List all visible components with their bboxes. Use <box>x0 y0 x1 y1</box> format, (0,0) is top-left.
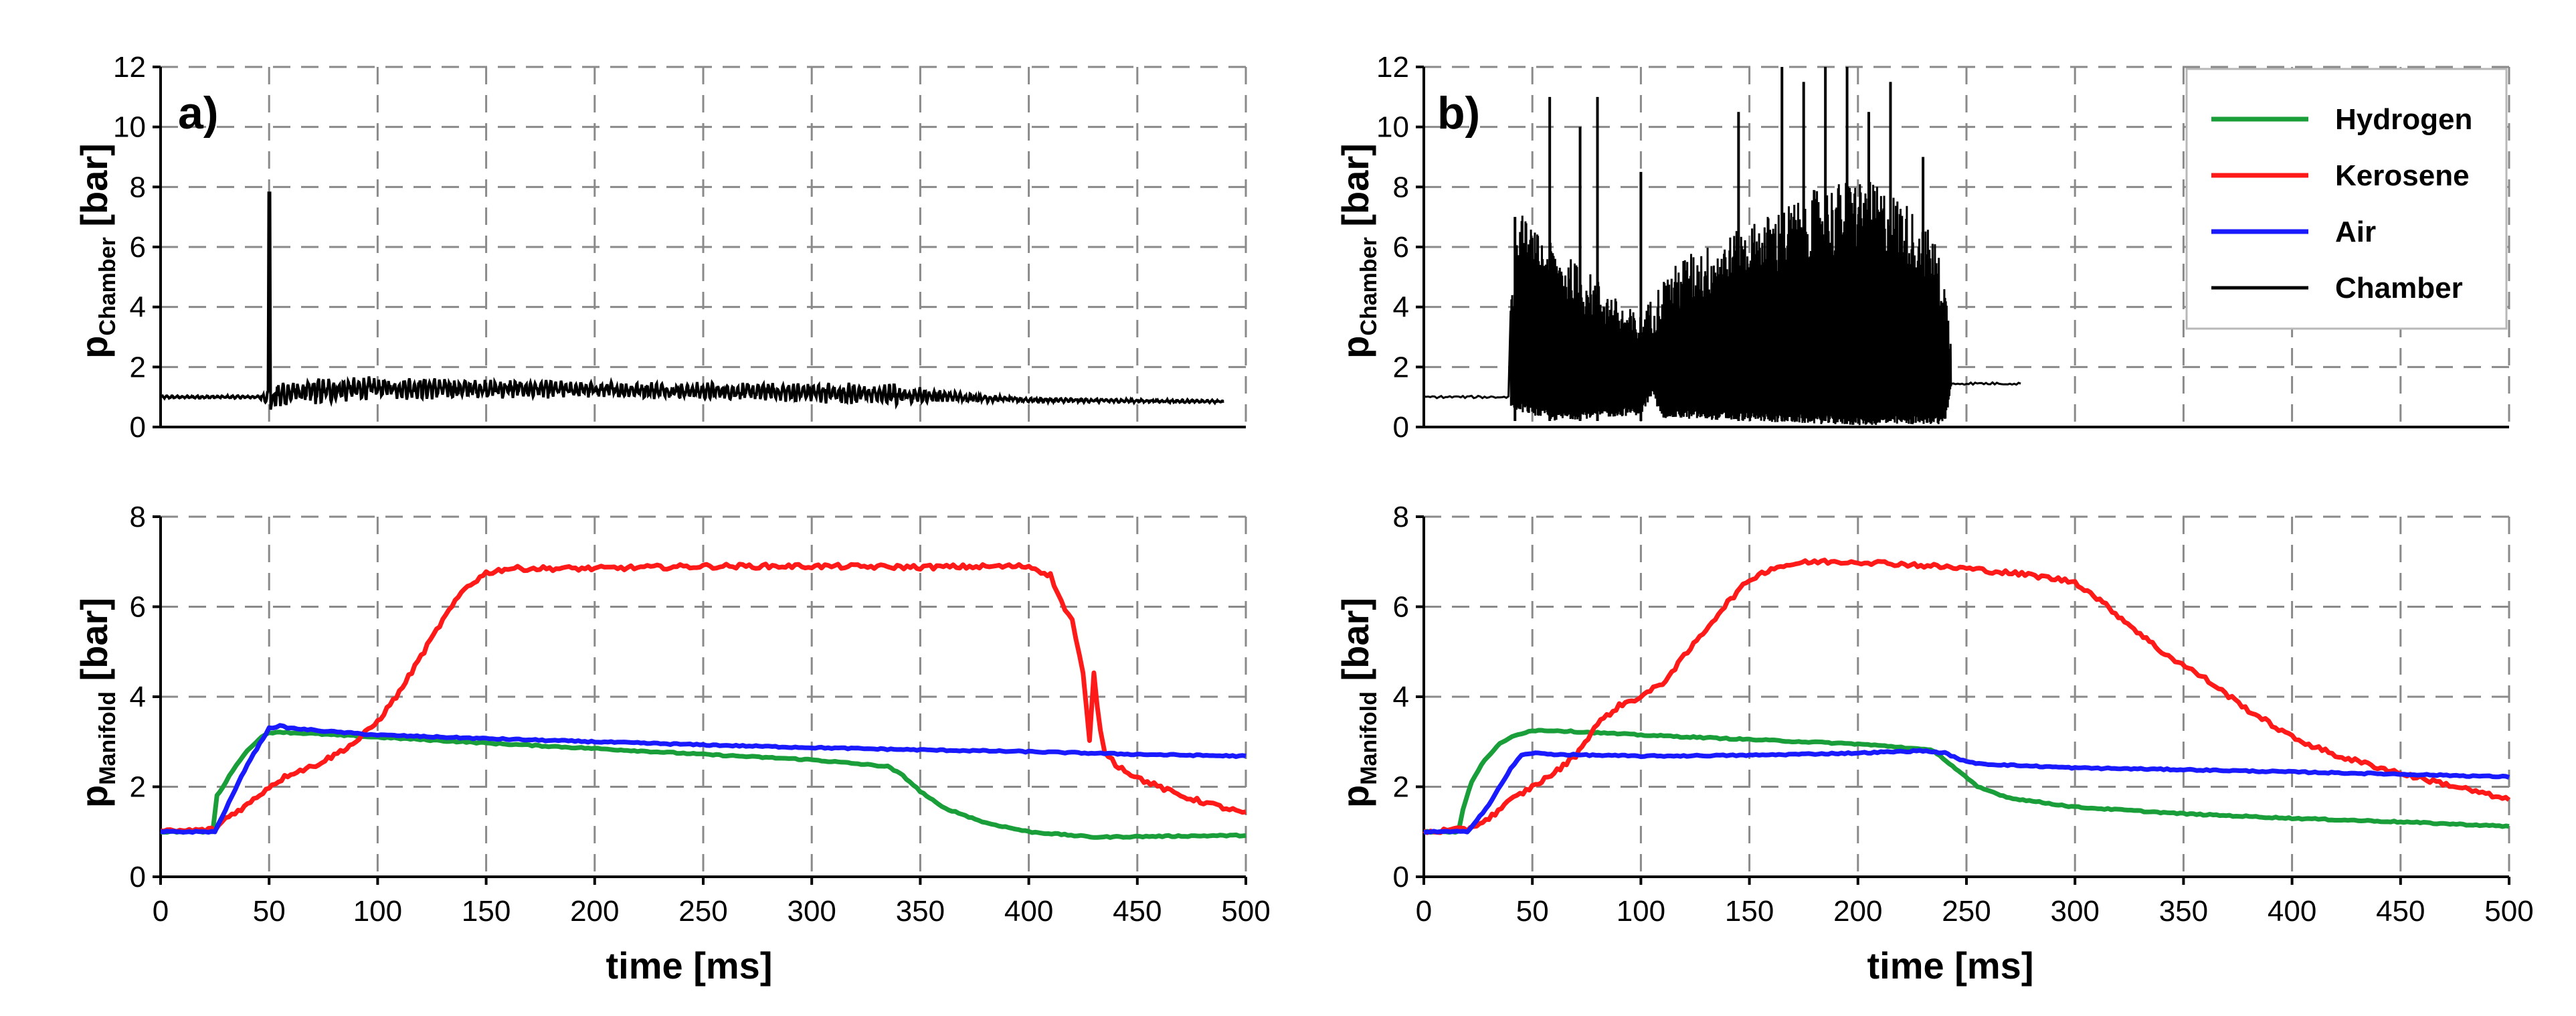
panel-b-manifold-x-tick-label: 350 <box>2159 895 2208 928</box>
panel-b-manifold-y-tick-label: 4 <box>1393 681 1409 713</box>
panel-b-chamber-y-tick-label: 12 <box>1376 51 1409 84</box>
panel-b-x-ticks: 0 50 100 150 200 250 300 350 400 450 500 <box>1416 895 2534 928</box>
panel-b-manifold-x-tick-label: 100 <box>1617 895 1665 928</box>
panel-a-chamber-y-tick-label: 0 <box>130 411 146 444</box>
legend-label-air: Air <box>2335 216 2376 248</box>
panel-a-manifold-x-tick-label: 200 <box>570 895 619 928</box>
panel-a-manifold-traces <box>160 562 1247 840</box>
panel-a-chamber-y-tick-label: 2 <box>130 351 146 384</box>
panel-a-manifold-hydrogen-line <box>160 730 1247 840</box>
panel-a-chamber-grid <box>159 66 1247 428</box>
panel-a-manifold-y-label: pManifold [bar] <box>73 598 120 808</box>
panel-a-manifold-x-tick-label: 150 <box>462 895 511 928</box>
panel-b-manifold-y-ticks: 0 2 4 6 8 <box>1393 501 1409 894</box>
legend-box <box>2185 68 2508 330</box>
panel-b-manifold-y-tick-label: 6 <box>1393 591 1409 624</box>
legend-label-hydrogen: Hydrogen <box>2335 103 2472 136</box>
panel-a-manifold-x-tick-label: 450 <box>1113 895 1162 928</box>
panel-a-manifold-x-tick-label: 0 <box>153 895 169 928</box>
panel-a-manifold-x-tick-label: 500 <box>1221 895 1270 928</box>
panel-b-manifold-x-tick-label: 50 <box>1516 895 1549 928</box>
panel-a-manifold-x-tick-label: 50 <box>253 895 286 928</box>
panel-a-chamber-y-tick-label: 4 <box>130 291 146 324</box>
panel-b-chamber-line <box>1423 181 2021 426</box>
panel-a-label: a) <box>178 88 218 139</box>
panel-b-manifold-plot: 0 2 4 6 8 0 50 100 150 200 250 300 350 400 450 500 pMa… <box>1334 501 2534 987</box>
panel-b-manifold-y-tick-label: 8 <box>1393 501 1409 533</box>
panel-b-manifold-y-tick-label: 2 <box>1393 771 1409 804</box>
panel-a-chamber-y-tick-label: 6 <box>130 231 146 264</box>
panel-b-manifold-kerosene-line <box>1422 558 2511 835</box>
panel-b-manifold-x-tick-label: 150 <box>1725 895 1774 928</box>
panel-b-manifold-y-tick-label: 0 <box>1393 861 1409 894</box>
panel-a-chamber-traces <box>160 191 1224 410</box>
panel-b-manifold-x-tick-label: 450 <box>2376 895 2425 928</box>
panel-b-manifold-x-tick-label: 300 <box>2050 895 2099 928</box>
panel-b-chamber-y-tick-label: 10 <box>1376 111 1409 144</box>
panel-a-manifold-air-line <box>160 723 1247 835</box>
panel-a-manifold-plot: 0 2 4 6 8 0 50 100 150 200 250 300 350 400 450 500 pMa… <box>73 501 1271 987</box>
panel-a-chamber-y-tick-label: 8 <box>130 171 146 203</box>
panel-b-chamber-y-label: pChamber [bar] <box>1334 143 1382 359</box>
panel-b-chamber-y-tick-label: 2 <box>1393 351 1409 384</box>
panel-a-chamber-y-ticks: 0 2 4 6 8 10 12 <box>113 51 146 444</box>
panel-a-manifold-x-tick-label: 300 <box>787 895 836 928</box>
panel-a-manifold-axes <box>153 515 1247 885</box>
legend-label-chamber: Chamber <box>2335 272 2463 305</box>
panel-b-manifold-x-tick-label: 250 <box>1942 895 1991 928</box>
panel-a-x-label: time [ms] <box>606 944 773 987</box>
panel-b-manifold-axes <box>1416 515 2510 885</box>
panel-a-manifold-y-tick-label: 6 <box>130 591 146 624</box>
panel-b-chamber-y-tick-label: 0 <box>1393 411 1409 444</box>
legend-label-kerosene: Kerosene <box>2335 159 2470 192</box>
panel-a-manifold-kerosene-line <box>160 562 1247 834</box>
panel-a-manifold-x-tick-label: 250 <box>678 895 727 928</box>
panel-a-chamber-plot: 0 2 4 6 8 10 12 a) pChamber [bar] <box>73 51 1247 444</box>
panel-a-chamber-line <box>160 191 1224 410</box>
panel-b-chamber-y-tick-label: 4 <box>1393 291 1409 324</box>
panel-a-manifold-y-tick-label: 0 <box>130 861 146 894</box>
panel-b-manifold-air-line <box>1423 748 2510 835</box>
panel-b-chamber-traces <box>1423 67 2021 426</box>
panel-a-chamber-y-label: pChamber [bar] <box>73 143 120 359</box>
panel-a-manifold-y-tick-label: 2 <box>130 771 146 804</box>
panel-a-manifold-x-tick-label: 400 <box>1004 895 1053 928</box>
panel-a-manifold-y-tick-label: 4 <box>130 681 146 713</box>
panel-a-manifold-x-tick-label: 350 <box>896 895 945 928</box>
panel-a-x-ticks: 0 50 100 150 200 250 300 350 400 450 500 <box>153 895 1271 928</box>
panel-b-manifold-x-tick-label: 400 <box>2268 895 2316 928</box>
panel-b-x-label: time [ms] <box>1867 944 2034 987</box>
panel-a-chamber-y-tick-label: 10 <box>113 111 146 144</box>
panel-a-chamber-y-tick-label: 12 <box>113 51 146 84</box>
panel-b-manifold-x-tick-label: 200 <box>1833 895 1882 928</box>
panel-a-chamber-axes <box>153 66 1246 428</box>
panel-b-chamber-y-ticks: 0 2 4 6 8 10 12 <box>1376 51 1409 444</box>
panel-b-manifold-x-tick-label: 0 <box>1416 895 1432 928</box>
panel-b-manifold-traces <box>1422 558 2511 835</box>
legend: Hydrogen Kerosene Air Chamber <box>2185 68 2508 330</box>
panel-b-manifold-hydrogen-line <box>1423 728 2510 835</box>
panel-a-manifold-x-tick-label: 100 <box>353 895 402 928</box>
panel-b-chamber-y-tick-label: 6 <box>1393 231 1409 264</box>
panel-b-manifold-x-tick-label: 500 <box>2484 895 2533 928</box>
panel-a-manifold-y-ticks: 0 2 4 6 8 <box>130 501 146 894</box>
panel-b-manifold-y-label: pManifold [bar] <box>1334 598 1382 808</box>
panel-b-chamber-axes <box>1416 66 2509 428</box>
panel-a-manifold-y-tick-label: 8 <box>130 501 146 533</box>
panel-b-label: b) <box>1437 88 1480 139</box>
panel-b-chamber-y-tick-label: 8 <box>1393 171 1409 203</box>
